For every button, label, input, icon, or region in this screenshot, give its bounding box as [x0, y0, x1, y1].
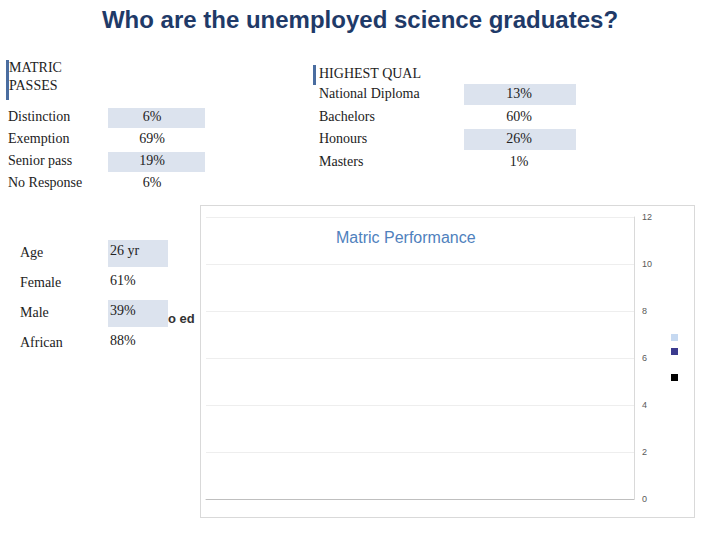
html-text:HIGHEST QUAL: HIGHEST QUAL: [319, 66, 421, 81]
svg-text:0: 0: [642, 494, 647, 504]
html-text:Male: Male: [20, 305, 49, 320]
html-text:Distinction: Distinction: [8, 109, 71, 124]
html-text:No Response: No Response: [8, 175, 83, 190]
svg-text:6: 6: [642, 353, 647, 363]
html-text:61%: 61%: [110, 273, 136, 288]
html-text:19%: 19%: [139, 153, 165, 168]
svg-text:2: 2: [642, 447, 647, 457]
html-text:Honours: Honours: [319, 131, 368, 146]
html-text:39%: 39%: [110, 303, 136, 318]
html-text:Senior pass: Senior pass: [8, 153, 73, 168]
html-text:Age: Age: [20, 245, 44, 260]
html-text:Masters: Masters: [319, 153, 364, 169]
html-text:60%: 60%: [506, 108, 532, 124]
html-text:Bachelors: Bachelors: [319, 108, 375, 124]
svg-text:8: 8: [642, 306, 647, 316]
html-text:African: African: [20, 335, 63, 350]
html-text:1%: 1%: [509, 153, 529, 169]
html-text:13%: 13%: [506, 86, 532, 101]
svg-text:10: 10: [642, 259, 652, 269]
html-text:PASSES: PASSES: [9, 78, 58, 93]
svg-text:Matric Performance: Matric Performance: [336, 229, 476, 246]
svg-text:12: 12: [642, 212, 652, 222]
html-text:6%: 6%: [142, 175, 162, 190]
html-text:Who are the unemployed science: Who are the unemployed science graduates…: [101, 6, 619, 33]
html-text:Exemption: Exemption: [8, 131, 70, 146]
svg-text:4: 4: [642, 400, 647, 410]
html-text:69%: 69%: [139, 131, 165, 146]
html-text:88%: 88%: [110, 333, 136, 348]
html-text:26%: 26%: [506, 131, 532, 146]
html-text:MATRIC: MATRIC: [9, 60, 62, 75]
html-text:o ed: o ed: [168, 311, 195, 326]
html-text:26 yr: 26 yr: [110, 243, 140, 258]
html-text:Female: Female: [20, 275, 62, 290]
html-text:National Diploma: National Diploma: [319, 86, 420, 101]
html-text:6%: 6%: [142, 109, 162, 124]
